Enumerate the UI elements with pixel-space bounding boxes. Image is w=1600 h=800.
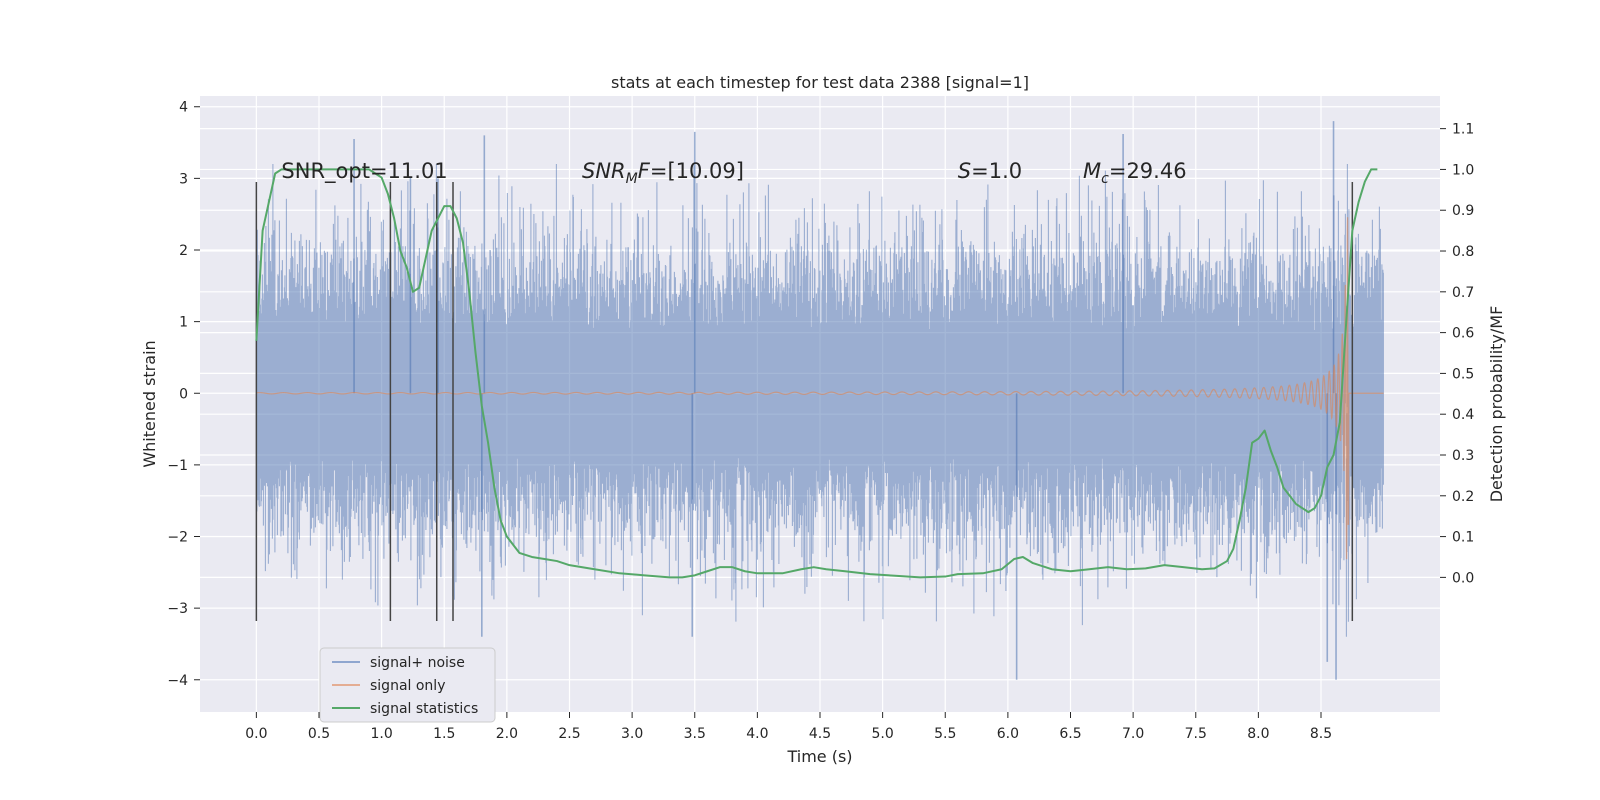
x-tick-label: 0.5: [308, 726, 330, 742]
y-tick-label: −2: [167, 530, 188, 546]
y2-tick-label: 0.5: [1452, 366, 1474, 382]
y2-tick-label: 0.8: [1452, 244, 1474, 260]
y2-axis-label: Detection probability/MF: [1487, 306, 1506, 503]
y-tick-label: 4: [179, 100, 188, 116]
y2-tick-label: 1.0: [1452, 162, 1474, 178]
y-tick-label: −4: [167, 673, 188, 689]
y2-tick-label: 0.7: [1452, 285, 1474, 301]
legend-label-signal-noise: signal+ noise: [370, 655, 465, 671]
x-tick-label: 2.5: [558, 726, 580, 742]
y2-tick-label: 0.0: [1452, 570, 1474, 586]
x-tick-label: 8.0: [1247, 726, 1269, 742]
y-tick-label: 2: [179, 243, 188, 259]
x-axis-label: Time (s): [786, 747, 852, 766]
x-tick-label: 1.0: [370, 726, 392, 742]
y-tick-label: 1: [179, 315, 188, 331]
x-tick-label: 6.0: [997, 726, 1019, 742]
y2-tick-label: 0.3: [1452, 448, 1474, 464]
y2-tick-label: 1.1: [1452, 122, 1474, 138]
legend-label-signal-statistics: signal statistics: [370, 701, 478, 717]
x-tick-label: 4.5: [809, 726, 831, 742]
x-tick-label: 8.5: [1310, 726, 1332, 742]
annotation-text: SNR_opt=11.01: [281, 159, 447, 184]
data-layer: [255, 121, 1384, 680]
y2-tick-label: 0.6: [1452, 326, 1474, 342]
legend-label-signal-only: signal only: [370, 678, 445, 694]
x-tick-label: 5.0: [871, 726, 893, 742]
legend: signal+ noise signal only signal statist…: [319, 647, 496, 723]
y2-tick-label: 0.1: [1452, 530, 1474, 546]
x-tick-label: 3.0: [621, 726, 643, 742]
signal-only-line: [256, 217, 1384, 560]
axis-layer: 0.0 0.5 1.0 1.5 2.0 2.5 3.0 3.5 4.0 4.5 5.0 5.5 6.0 6…: [167, 100, 1474, 742]
x-tick-label: 2.0: [496, 726, 518, 742]
x-tick-label: 1.5: [433, 726, 455, 742]
y2-tick-label: 0.2: [1452, 489, 1474, 505]
x-tick-label: 6.5: [1059, 726, 1081, 742]
x-tick-label: 3.5: [684, 726, 706, 742]
x-tick-label: 0.0: [245, 726, 267, 742]
series-signal-only: [256, 217, 1384, 560]
y-tick-label: 0: [179, 386, 188, 402]
statistics-line: [255, 168, 1378, 579]
y-tick-label: 3: [179, 171, 188, 187]
y-axis-label: Whitened strain: [140, 340, 159, 467]
annotation-layer: SNR_opt=11.01 SNRMF=[10.09] S=1.0 Mc=29.46: [281, 159, 1186, 187]
x-tick-label: 7.5: [1185, 726, 1207, 742]
annotation-text: SNRMF=[10.09]: [582, 159, 744, 187]
y2-tick-label: 0.4: [1452, 407, 1474, 423]
y-tick-label: −3: [167, 601, 188, 617]
vline-layer: [255, 181, 1354, 622]
chart-title: stats at each timestep for test data 238…: [611, 73, 1029, 92]
x-tick-label: 5.5: [934, 726, 956, 742]
annotation-text: S=1.0: [958, 159, 1022, 183]
y-tick-label: −1: [167, 458, 188, 474]
series-signal-statistics: [255, 168, 1378, 579]
x-tick-label: 4.0: [746, 726, 768, 742]
x-tick-label: 7.0: [1122, 726, 1144, 742]
annotation-text: Mc=29.46: [1083, 159, 1187, 187]
legend-frame: [319, 647, 496, 723]
y2-tick-label: 0.9: [1452, 203, 1474, 219]
